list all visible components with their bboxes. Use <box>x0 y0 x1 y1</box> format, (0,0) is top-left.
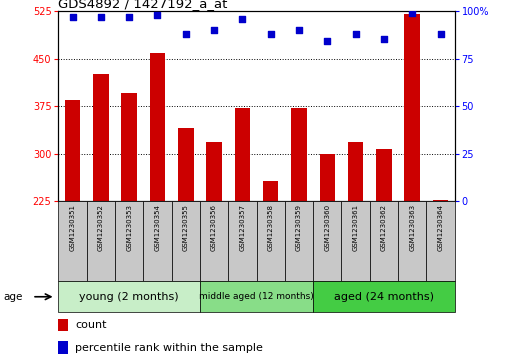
Point <box>323 38 331 44</box>
Bar <box>150 53 165 201</box>
Text: GSM1230353: GSM1230353 <box>126 204 132 251</box>
Text: count: count <box>75 321 107 330</box>
Bar <box>58 319 68 331</box>
Text: GSM1230362: GSM1230362 <box>381 204 387 251</box>
Point <box>69 14 77 20</box>
Bar <box>206 142 222 201</box>
Point <box>153 12 162 17</box>
Text: GSM1230355: GSM1230355 <box>183 204 189 251</box>
Text: GSM1230361: GSM1230361 <box>353 204 359 251</box>
Bar <box>58 281 200 312</box>
Bar <box>404 14 420 201</box>
Point <box>295 27 303 33</box>
Text: middle aged (12 months): middle aged (12 months) <box>199 292 314 301</box>
Point <box>210 27 218 33</box>
Bar <box>433 200 448 201</box>
Bar <box>370 201 398 281</box>
Bar <box>178 129 194 201</box>
Point <box>436 31 444 37</box>
Bar <box>121 93 137 201</box>
Bar <box>285 201 313 281</box>
Bar <box>348 142 363 201</box>
Point <box>97 14 105 20</box>
Bar <box>115 201 143 281</box>
Text: GDS4892 / 1427192_a_at: GDS4892 / 1427192_a_at <box>58 0 228 10</box>
Bar <box>93 74 109 201</box>
Point <box>380 37 388 42</box>
Bar <box>235 108 250 201</box>
Bar <box>341 201 370 281</box>
Text: GSM1230363: GSM1230363 <box>409 204 415 251</box>
Text: young (2 months): young (2 months) <box>79 292 179 302</box>
Text: GSM1230357: GSM1230357 <box>239 204 245 251</box>
Text: GSM1230356: GSM1230356 <box>211 204 217 251</box>
Bar <box>228 201 257 281</box>
Text: GSM1230351: GSM1230351 <box>70 204 76 251</box>
Text: GSM1230364: GSM1230364 <box>437 204 443 251</box>
Point <box>267 31 275 37</box>
Text: GSM1230354: GSM1230354 <box>154 204 161 251</box>
Point <box>125 14 133 20</box>
Bar <box>58 341 68 354</box>
Bar <box>58 201 87 281</box>
Bar <box>143 201 172 281</box>
Point <box>182 31 190 37</box>
Text: age: age <box>3 292 22 302</box>
Bar <box>313 281 455 312</box>
Bar <box>87 201 115 281</box>
Bar <box>263 180 278 201</box>
Point <box>408 10 416 16</box>
Bar <box>291 108 307 201</box>
Bar <box>313 201 341 281</box>
Bar <box>172 201 200 281</box>
Text: GSM1230359: GSM1230359 <box>296 204 302 251</box>
Bar <box>398 201 426 281</box>
Text: GSM1230360: GSM1230360 <box>324 204 330 251</box>
Bar <box>320 154 335 201</box>
Bar <box>65 100 80 201</box>
Text: aged (24 months): aged (24 months) <box>334 292 434 302</box>
Bar <box>200 281 313 312</box>
Text: GSM1230352: GSM1230352 <box>98 204 104 251</box>
Text: percentile rank within the sample: percentile rank within the sample <box>75 343 263 353</box>
Point <box>352 31 360 37</box>
Bar <box>200 201 228 281</box>
Point <box>238 16 246 21</box>
Bar <box>376 149 392 201</box>
Bar <box>426 201 455 281</box>
Text: GSM1230358: GSM1230358 <box>268 204 274 251</box>
Bar <box>257 201 285 281</box>
